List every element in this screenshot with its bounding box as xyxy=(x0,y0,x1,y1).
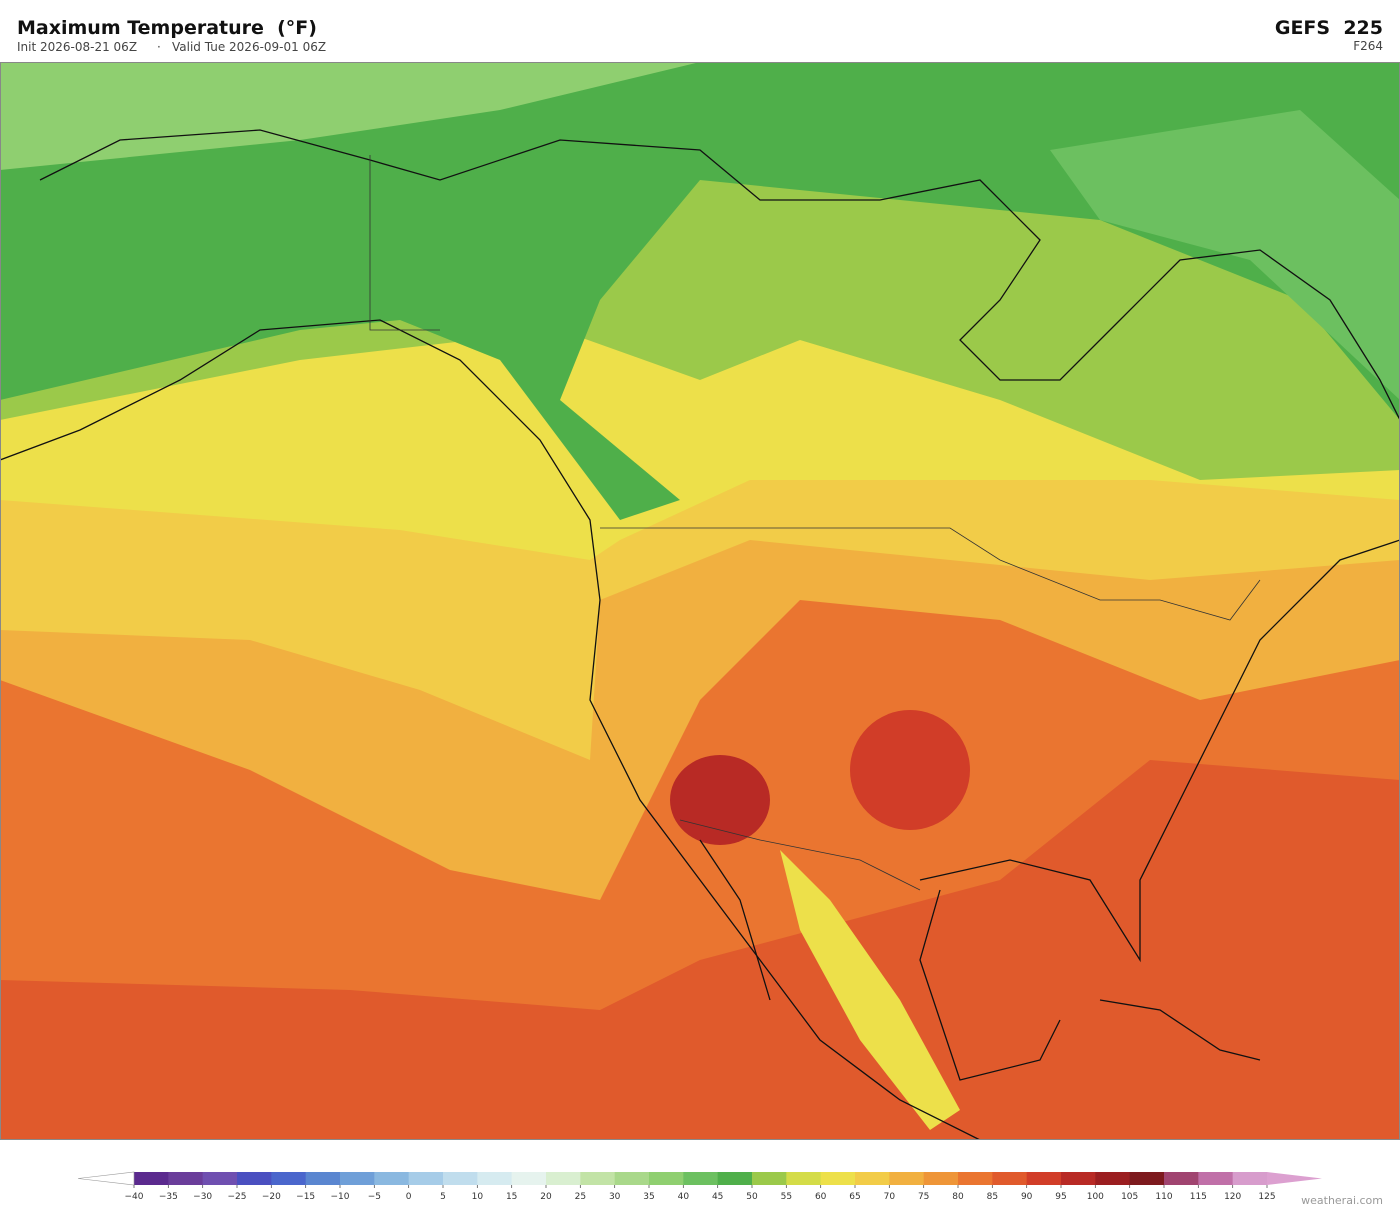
borders xyxy=(369,155,1261,891)
colorbar-bin xyxy=(820,1172,856,1185)
hot-spot xyxy=(850,710,970,830)
colorbar-tick-label: 115 xyxy=(1190,1192,1207,1202)
colorbar-tick-label: −35 xyxy=(159,1192,178,1202)
colorbar-tick-label: 70 xyxy=(884,1192,896,1202)
map xyxy=(0,62,1400,1140)
colorbar-bin xyxy=(855,1172,890,1185)
colorbar-bin xyxy=(546,1172,581,1185)
colorbar-tick-label: 40 xyxy=(678,1192,690,1202)
colorbar-tick-label: 105 xyxy=(1121,1192,1138,1202)
colorbar-bin xyxy=(923,1172,959,1185)
colorbar-bin xyxy=(614,1172,650,1185)
colorbar-bin xyxy=(1026,1172,1062,1185)
forecast-hour: F264 xyxy=(1353,39,1383,53)
colorbar-tick-label: 5 xyxy=(440,1192,446,1202)
colorbar-tick-label: 35 xyxy=(643,1192,654,1202)
colorbar-bin xyxy=(889,1172,925,1185)
colorbar-bin xyxy=(340,1172,375,1185)
colorbar-tick-label: −40 xyxy=(125,1192,144,1202)
colorbar-tick-label: 100 xyxy=(1087,1192,1104,1202)
colorbar-tick-label: 75 xyxy=(918,1192,929,1202)
colorbar-tick-label: 95 xyxy=(1055,1192,1066,1202)
colorbar: −40 −35 −30 −25 −20 −15 −10 −5 0 5 10 15 20 25 30 35 40 4… xyxy=(77,1171,1322,1202)
field xyxy=(1050,110,1400,400)
colorbar-bin xyxy=(1164,1172,1199,1185)
colorbar-bin xyxy=(958,1172,993,1185)
colorbar-bin xyxy=(717,1172,753,1185)
plateau xyxy=(780,850,960,1130)
colorbar-tick-label: 65 xyxy=(849,1192,860,1202)
colorbar-tick-label: −10 xyxy=(331,1192,350,1202)
colorbar-tick-label: 60 xyxy=(815,1192,827,1202)
colorbar-bin xyxy=(786,1172,822,1185)
colorbar-tick-label: 50 xyxy=(746,1192,758,1202)
separator: · xyxy=(157,40,161,54)
colorbar-bin xyxy=(305,1172,341,1185)
colorbar-tick-label: 55 xyxy=(781,1192,792,1202)
colorbar-tick-label: 10 xyxy=(472,1192,484,1202)
hot-spot xyxy=(670,755,770,845)
colorbar-bin xyxy=(1129,1172,1165,1185)
credit: weatherai.com xyxy=(1301,1194,1383,1207)
colorbar-bin xyxy=(1198,1172,1234,1185)
colorbar-bin xyxy=(992,1172,1028,1185)
colorbar-bin xyxy=(134,1172,169,1185)
colorbar-tick-label: 120 xyxy=(1224,1192,1241,1202)
colorbar-tick-label: 90 xyxy=(1021,1192,1033,1202)
colorbar-tick-label: −20 xyxy=(262,1192,281,1202)
colorbar-tick-label: 80 xyxy=(952,1192,964,1202)
colorbar-bin xyxy=(443,1172,478,1185)
colorbar-bin xyxy=(202,1172,238,1185)
init-time: Init 2026-08-21 06Z xyxy=(17,40,137,54)
colorbar-tick-label: 110 xyxy=(1155,1192,1172,1202)
field xyxy=(0,62,1400,520)
colorbar-bin xyxy=(271,1172,307,1185)
colorbar-bin xyxy=(168,1172,204,1185)
colorbar-bin xyxy=(477,1172,513,1185)
colorbar-bin xyxy=(1232,1172,1268,1185)
colorbar-tick-label: 45 xyxy=(712,1192,723,1202)
colorbar-tick-label: −25 xyxy=(228,1192,247,1202)
colorbar-tick-label: 125 xyxy=(1258,1192,1275,1202)
colorbar-bin xyxy=(683,1172,719,1185)
colorbar-bin xyxy=(1095,1172,1131,1185)
colorbar-under xyxy=(77,1171,135,1186)
colorbar-tick-label: −5 xyxy=(368,1192,381,1202)
colorbar-bin xyxy=(1061,1172,1096,1185)
colorbar-tick-label: 0 xyxy=(406,1192,412,1202)
colorbar-tick-label: 30 xyxy=(609,1192,621,1202)
colorbar-tick-label: −15 xyxy=(296,1192,315,1202)
colorbar-tick-label: 20 xyxy=(540,1192,552,1202)
colorbar-bin xyxy=(374,1172,410,1185)
colorbar-bin xyxy=(511,1172,547,1185)
valid-time: Valid Tue 2026-09-01 06Z xyxy=(172,40,326,54)
colorbar-bin xyxy=(580,1172,616,1185)
title: Maximum Temperature (°F) xyxy=(17,17,317,39)
colorbar-tick-label: 15 xyxy=(506,1192,517,1202)
colorbar-tick-label: 85 xyxy=(987,1192,998,1202)
model: GEFS 225 xyxy=(1275,17,1383,39)
colorbar-tick-label: −30 xyxy=(193,1192,212,1202)
colorbar-bin xyxy=(237,1172,272,1185)
colorbar-bin xyxy=(752,1172,787,1185)
coastline xyxy=(0,129,1400,1140)
colorbar-bin xyxy=(649,1172,684,1185)
field xyxy=(0,62,700,170)
colorbar-bin xyxy=(408,1172,444,1185)
colorbar-over xyxy=(1267,1172,1322,1185)
colorbar-tick-label: 25 xyxy=(575,1192,586,1202)
